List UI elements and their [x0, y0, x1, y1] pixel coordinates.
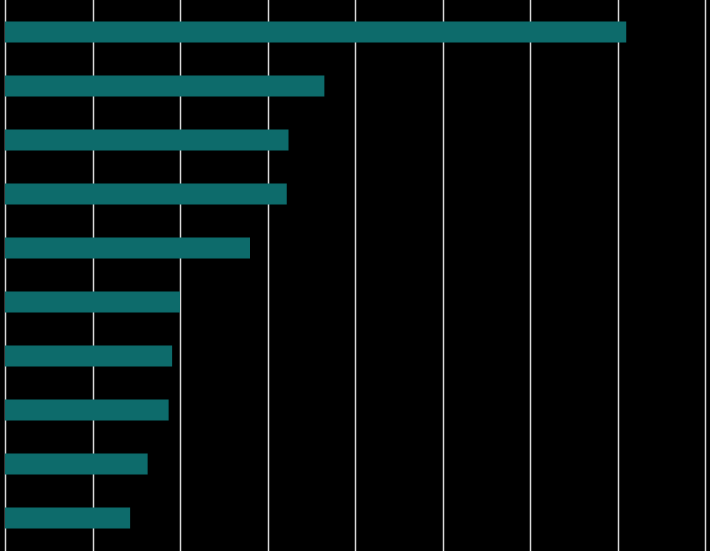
bar [5, 345, 173, 367]
bar [5, 453, 148, 475]
bar [5, 399, 169, 421]
bar [5, 183, 287, 205]
bar [5, 21, 627, 43]
bar [5, 237, 250, 259]
bar [5, 291, 180, 313]
bar [5, 75, 325, 97]
bar [5, 507, 131, 529]
bar [5, 129, 289, 151]
bars [5, 21, 627, 529]
